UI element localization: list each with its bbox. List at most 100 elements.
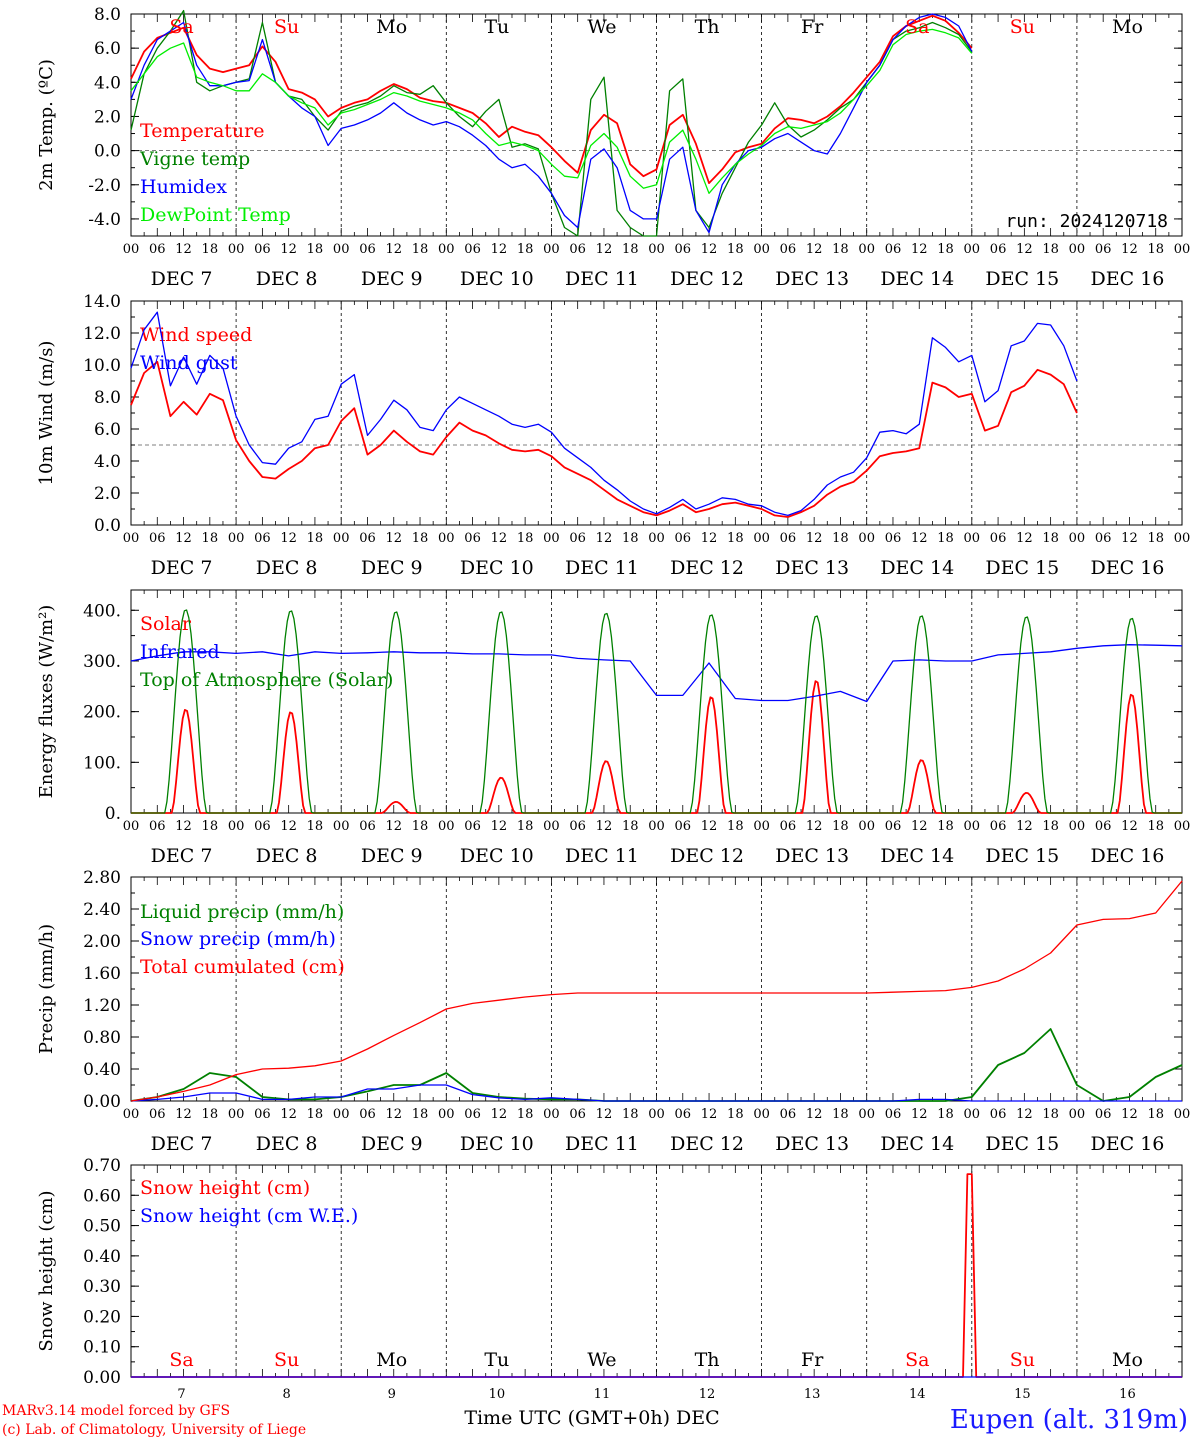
legend-entry: Wind speed: [140, 324, 252, 346]
footer-model-credit: MARv3.14 model forced by GFS: [2, 1403, 230, 1419]
x-hour-label: 12: [1016, 242, 1033, 257]
y-axis-label: Precip (mm/h): [36, 924, 57, 1054]
x-hour-label: 18: [937, 242, 954, 257]
x-hour-label: 00: [333, 1107, 350, 1122]
chart-panel-4: 0.00 0.40 0.80 1.20 1.60 2.00 2.40 2.80 Precip (…: [36, 868, 1190, 1155]
x-day-label: DEC 13: [775, 1133, 849, 1155]
x-hour-label: 18: [517, 1107, 534, 1122]
x-day-label: DEC 16: [1091, 268, 1165, 290]
x-day-number: 14: [909, 1387, 926, 1402]
x-hour-label: 06: [464, 242, 481, 257]
y-tick-label: 8.0: [94, 388, 121, 408]
series-line-wind-speed: [130, 360, 1078, 518]
x-hour-label: 06: [885, 242, 902, 257]
x-hour-label: 18: [937, 1107, 954, 1122]
series-line-total-cumulated-cm: [130, 880, 1183, 1102]
x-day-label: DEC 13: [775, 557, 849, 579]
x-hour-label: 06: [885, 1107, 902, 1122]
x-hour-label: 06: [675, 1107, 692, 1122]
x-day-label: DEC 14: [880, 845, 954, 867]
x-hour-label: 00: [858, 531, 875, 546]
x-hour-label: 12: [806, 242, 823, 257]
y-tick-label: 0.20: [83, 1307, 121, 1327]
x-hour-label: 12: [491, 242, 508, 257]
legend-entry: Snow height (cm W.E.): [140, 1205, 358, 1227]
weekday-label: Mo: [1112, 16, 1143, 38]
x-hour-label: 00: [1174, 242, 1191, 257]
x-day-label: DEC 11: [565, 845, 639, 867]
x-hour-label: 00: [753, 1107, 770, 1122]
x-day-label: DEC 15: [985, 268, 1059, 290]
station-name: Eupen (alt. 319m): [950, 1405, 1188, 1435]
x-day-label: DEC 16: [1091, 557, 1165, 579]
series-line-humidex: [130, 13, 973, 234]
legend-entry: Total cumulated (cm): [140, 956, 345, 978]
x-hour-label: 06: [464, 531, 481, 546]
x-hour-label: 06: [254, 819, 271, 834]
x-hour-label: 18: [1147, 1107, 1164, 1122]
y-tick-label: 0.00: [83, 1092, 121, 1112]
x-day-label: DEC 12: [670, 557, 744, 579]
x-hour-label: 06: [464, 1107, 481, 1122]
x-hour-label: 12: [701, 1107, 718, 1122]
x-day-label: DEC 13: [775, 268, 849, 290]
x-hour-label: 06: [359, 1107, 376, 1122]
x-day-label: DEC 10: [460, 845, 534, 867]
series-line-snow-precip-mm-h: [130, 1084, 1182, 1102]
y-tick-label: 0.10: [83, 1338, 121, 1358]
x-day-number: 11: [594, 1387, 611, 1402]
x-hour-label: 06: [254, 242, 271, 257]
weekday-label: Fr: [801, 16, 824, 38]
x-day-label: DEC 15: [985, 1133, 1059, 1155]
legend-entry: Top of Atmosphere (Solar): [140, 669, 393, 691]
y-tick-label: 8.0: [94, 5, 121, 25]
weekday-label: Th: [695, 16, 720, 38]
x-hour-label: 06: [990, 819, 1007, 834]
x-day-label: DEC 15: [985, 557, 1059, 579]
x-hour-label: 00: [1069, 819, 1086, 834]
series-line-wind-gust: [130, 311, 1078, 517]
panels-layer: -4.0 -2.0 0.0 2.0 4.0 6.0 8.0 2m Temp. (ºC) Temp…: [36, 5, 1190, 1402]
x-hour-label: 06: [569, 819, 586, 834]
x-day-number: 10: [489, 1387, 506, 1402]
x-hour-label: 18: [622, 242, 639, 257]
x-hour-label: 00: [1069, 242, 1086, 257]
weekday-label: Tu: [484, 16, 509, 38]
x-hour-label: 18: [622, 819, 639, 834]
x-hour-label: 18: [727, 242, 744, 257]
x-hour-label: 18: [622, 531, 639, 546]
weekday-label: Su: [1010, 16, 1035, 38]
legend-entry: Infrared: [140, 641, 220, 663]
y-tick-label: 0.0: [94, 516, 121, 536]
x-hour-label: 06: [990, 242, 1007, 257]
x-hour-label: 06: [780, 531, 797, 546]
x-hour-label: 06: [1095, 242, 1112, 257]
y-axis-label: Snow height (cm): [36, 1190, 57, 1351]
y-tick-label: 0.00: [83, 1368, 121, 1388]
y-tick-label: 14.0: [83, 292, 121, 312]
y-tick-label: 0.70: [83, 1156, 121, 1176]
x-hour-label: 18: [937, 819, 954, 834]
chart-panel-3: 0. 100. 200. 300. 400. Energy fluxes (W/m²) So…: [36, 589, 1190, 867]
y-tick-label: 0.40: [83, 1060, 121, 1080]
x-hour-label: 00: [333, 242, 350, 257]
x-day-label: DEC 7: [151, 1133, 213, 1155]
footer: MARv3.14 model forced by GFS (c) Lab. of…: [2, 1403, 1188, 1438]
x-day-label: DEC 13: [775, 845, 849, 867]
y-tick-label: 2.00: [83, 932, 121, 952]
x-hour-label: 00: [1069, 1107, 1086, 1122]
x-hour-label: 12: [596, 242, 613, 257]
x-hour-label: 00: [648, 242, 665, 257]
x-hour-label: 00: [333, 531, 350, 546]
x-hour-label: 12: [1016, 531, 1033, 546]
x-hour-label: 12: [701, 242, 718, 257]
x-hour-label: 12: [385, 242, 402, 257]
x-hour-label: 18: [202, 242, 219, 257]
weekday-label: Mo: [376, 1349, 407, 1371]
y-tick-label: -4.0: [88, 210, 121, 230]
x-hour-label: 00: [648, 819, 665, 834]
x-hour-label: 12: [385, 1107, 402, 1122]
x-hour-label: 06: [254, 531, 271, 546]
x-hour-label: 12: [175, 531, 192, 546]
y-tick-label: 2.80: [83, 868, 121, 888]
